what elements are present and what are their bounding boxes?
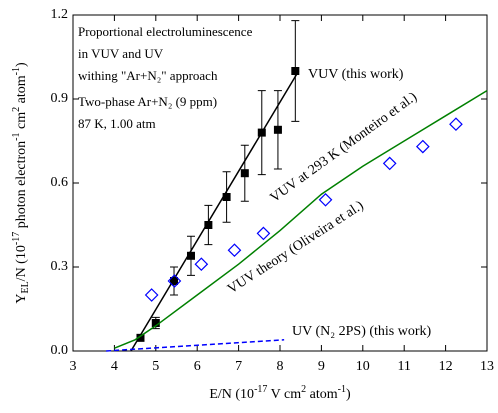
line	[106, 339, 285, 352]
marker	[186, 251, 195, 260]
marker	[318, 192, 333, 207]
y-tick-label: 0.6	[51, 175, 69, 190]
x-tick-label: 11	[397, 359, 410, 374]
marker	[415, 139, 430, 154]
label-part: atom	[14, 75, 29, 107]
marker	[240, 169, 249, 178]
x-tick-label: 12	[439, 359, 453, 374]
label-part: 2	[301, 384, 306, 395]
x-axis-label: E/N (10-17 V cm2 atom-1)	[209, 384, 351, 402]
x-tick-label: 9	[318, 359, 325, 374]
annotation: Proportional electroluminescence	[78, 24, 253, 39]
annotation: 87 K, 1.00 atm	[78, 116, 156, 131]
label-part: -17	[11, 232, 22, 245]
label-part: /N (10	[14, 245, 29, 281]
label-part: cm	[14, 112, 29, 133]
marker	[291, 67, 300, 75]
marker	[151, 319, 160, 327]
marker	[204, 221, 213, 229]
marker	[144, 288, 159, 302]
x-tick-label: 3	[70, 359, 77, 374]
y-tick-label: 1.2	[51, 7, 69, 22]
label-part: 2	[11, 107, 22, 112]
series-label: UV (N₂ 2PS) (this work)	[292, 324, 432, 339]
y-tick-label: 0.9	[51, 91, 69, 106]
x-tick-label: 10	[356, 359, 370, 374]
series-label: VUV theory (Oliveira et al.)	[225, 198, 367, 297]
annotation: withing "Ar+N₂" approach	[78, 68, 218, 83]
label-part: -1	[11, 67, 22, 75]
marker	[170, 277, 179, 285]
y-tick-label: 0.3	[51, 259, 69, 274]
series-label: VUV at 293 K (Monteiro et al.)	[268, 89, 421, 206]
x-tick-label: 13	[480, 359, 494, 374]
label-part: )	[346, 387, 351, 402]
label-part: photon electron	[14, 141, 29, 232]
marker	[256, 226, 271, 241]
x-tick-label: 6	[194, 359, 201, 374]
x-tick-label: 7	[235, 359, 242, 374]
label-part: -1	[11, 132, 22, 140]
marker	[136, 333, 145, 342]
marker	[449, 117, 463, 132]
label-part: Y	[14, 294, 29, 304]
label-part: )	[14, 62, 29, 67]
marker	[273, 125, 282, 134]
label-part: -1	[338, 384, 346, 395]
annotation: in VUV and UV	[78, 46, 164, 61]
label-part: V cm	[267, 387, 301, 402]
y-axis-label: YEL/N (10-17 photon electron-1 cm2 atom-…	[11, 62, 31, 304]
label-part: E/N (10	[209, 387, 254, 402]
x-tick-label: 4	[111, 359, 118, 374]
y-tick-label: 0.0	[51, 343, 69, 358]
label-part: -17	[254, 384, 267, 395]
marker	[227, 243, 242, 258]
label-part: atom	[306, 387, 338, 402]
plot-frame	[72, 14, 488, 352]
line	[130, 70, 300, 352]
marker	[382, 156, 397, 171]
marker	[222, 193, 231, 201]
x-tick-label: 5	[152, 359, 159, 374]
label-part: EL	[20, 281, 31, 293]
annotation: Two-phase Ar+N₂ (9 ppm)	[78, 94, 217, 109]
marker	[194, 257, 209, 272]
marker	[167, 274, 182, 288]
line	[114, 89, 488, 349]
x-tick-label: 8	[277, 359, 284, 374]
series-label: VUV (this work)	[308, 67, 404, 82]
